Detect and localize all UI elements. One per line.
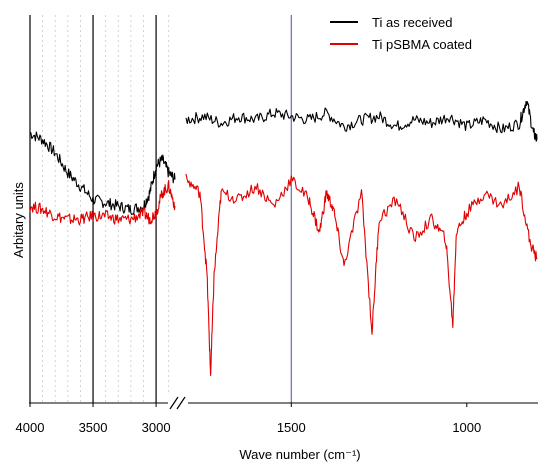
legend: Ti as received Ti pSBMA coated xyxy=(330,15,472,52)
series-line-ti-psbma-coated-high xyxy=(29,179,176,226)
x-tick-label-4000: 4000 xyxy=(16,420,45,435)
legend-label-ti-as-received: Ti as received xyxy=(372,15,452,30)
grid-lines xyxy=(42,15,170,403)
reference-lines xyxy=(29,15,292,403)
series-line-ti-as-received-low xyxy=(185,100,538,142)
series-line-ti-as-received-high xyxy=(29,131,176,216)
y-axis-label: Arbitary units xyxy=(11,182,26,258)
x-tick-label-3000: 3000 xyxy=(142,420,171,435)
legend-item-ti-as-received: Ti as received xyxy=(330,15,452,30)
x-axis-label: Wave number (cm⁻¹) xyxy=(239,447,360,462)
legend-item-ti-psbma-coated: Ti pSBMA coated xyxy=(330,37,472,52)
x-tick-label-3500: 3500 xyxy=(79,420,108,435)
x-ticks: 4000 3500 3000 1500 1000 xyxy=(16,403,481,435)
x-tick-label-1500: 1500 xyxy=(277,420,306,435)
axis-break-mark xyxy=(168,395,188,411)
series-layer xyxy=(29,100,538,377)
x-tick-label-1000: 1000 xyxy=(452,420,481,435)
series-line-ti-psbma-coated-low xyxy=(185,173,538,377)
axes xyxy=(29,395,538,411)
legend-label-ti-psbma-coated: Ti pSBMA coated xyxy=(372,37,472,52)
